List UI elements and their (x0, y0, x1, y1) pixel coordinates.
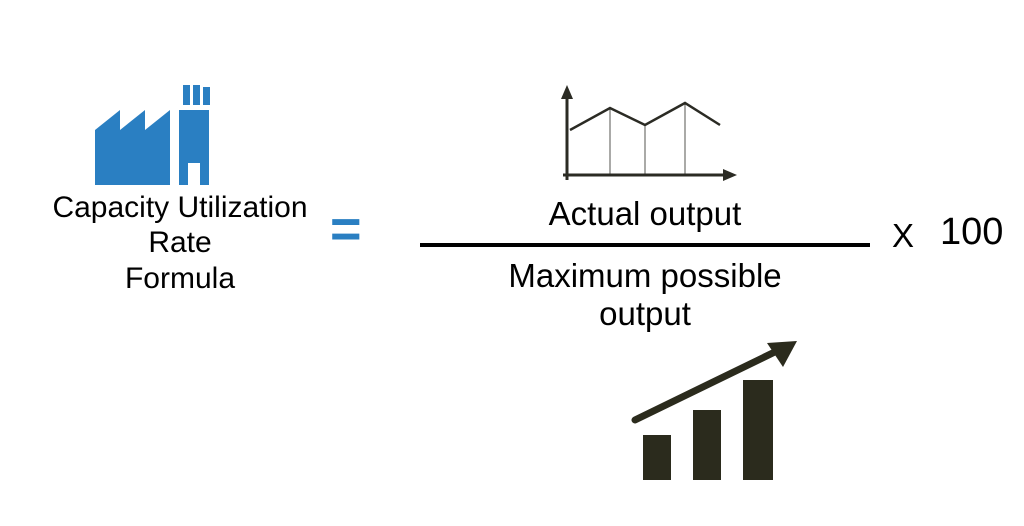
numerator: Actual output (420, 195, 870, 233)
constant-100: 100 (940, 211, 1003, 254)
multiply-sign: X (892, 217, 914, 255)
fraction-bar (420, 243, 870, 247)
factory-icon (95, 85, 245, 185)
formula-name-line3: Formula (40, 261, 320, 296)
formula-diagram: Capacity Utilization Rate Formula = Actu… (0, 0, 1024, 526)
fraction: Actual output Maximum possible output (420, 100, 870, 333)
denominator-line1: Maximum possible (420, 257, 870, 295)
formula-name: Capacity Utilization Rate Formula (40, 190, 320, 296)
denominator: Maximum possible output (420, 257, 870, 333)
formula-name-line1: Capacity Utilization (40, 190, 320, 225)
formula-name-line2: Rate (40, 225, 320, 260)
bar-arrow-icon (625, 325, 810, 485)
equals-sign: = (330, 198, 360, 260)
